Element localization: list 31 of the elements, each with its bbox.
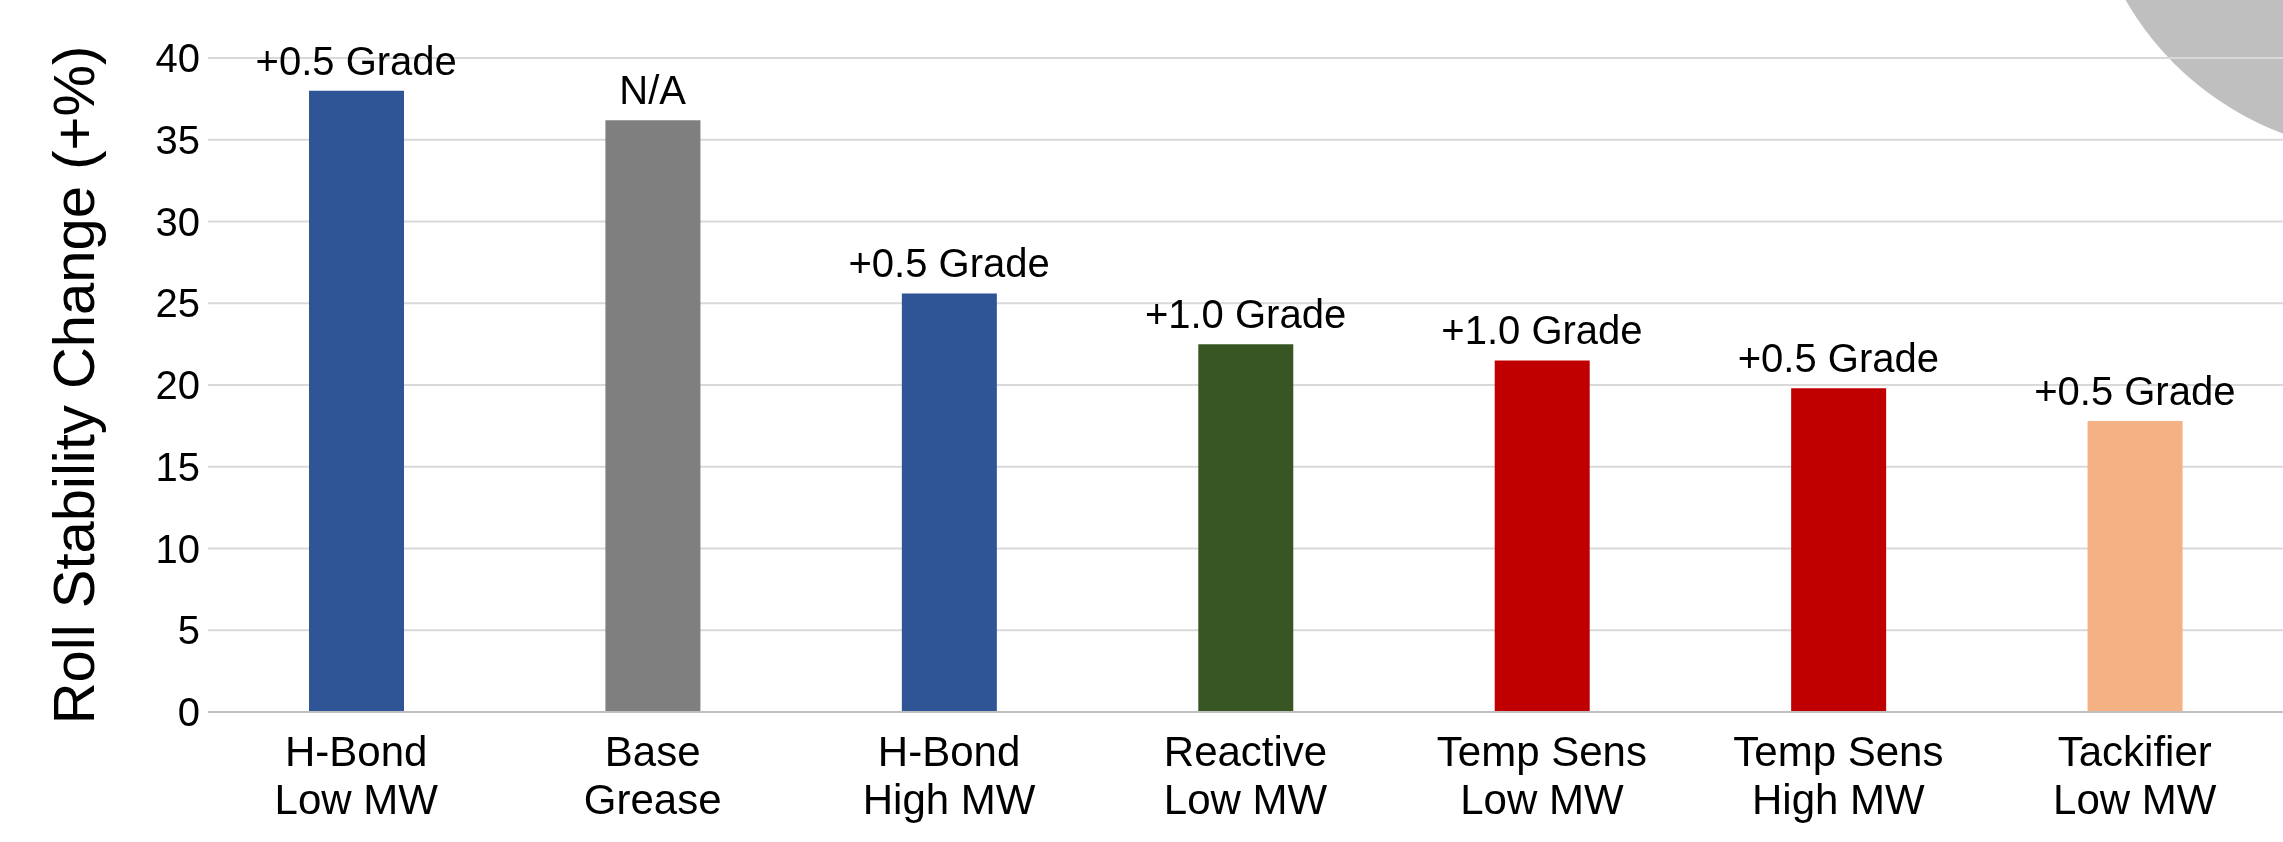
- bar: [901, 293, 997, 712]
- y-axis-title: Roll Stability Change (+%): [40, 45, 106, 725]
- bar: [309, 90, 404, 712]
- x-tick-label: Base Grease: [583, 727, 722, 824]
- x-tick-label: Temp Sens High MW: [1733, 727, 1944, 824]
- annotation: +0.5 Grade: [2034, 368, 2236, 413]
- annotation: +0.5 Grade: [1737, 336, 1939, 381]
- x-tick-label: H-Bond High MW: [862, 727, 1036, 824]
- bar: [2087, 420, 2183, 712]
- bar: [1198, 344, 1294, 712]
- x-tick-label: Reactive Low MW: [1163, 727, 1328, 824]
- annotation: +0.5 Grade: [848, 241, 1050, 286]
- bar: [1791, 388, 1887, 712]
- bar: [1494, 360, 1590, 712]
- y-tick-label: 20: [155, 363, 200, 408]
- annotation: +0.5 Grade: [255, 38, 457, 83]
- y-tick-label: 5: [177, 608, 200, 653]
- y-tick-label: 40: [155, 36, 200, 81]
- annotation: N/A: [619, 68, 687, 113]
- y-tick-label: 35: [155, 117, 200, 162]
- x-tick-label: Temp Sens Low MW: [1436, 727, 1647, 824]
- y-tick-label: 25: [155, 281, 200, 326]
- annotation: +1.0 Grade: [1441, 308, 1643, 353]
- x-tick-label: Tackifier Low MW: [2053, 727, 2217, 824]
- y-tick-label: 0: [177, 690, 200, 735]
- bar: [605, 120, 701, 712]
- y-tick-label: 15: [155, 444, 200, 489]
- annotation: +1.0 Grade: [1144, 292, 1347, 337]
- y-tick-label: 30: [155, 199, 200, 244]
- y-tick-label: 10: [155, 526, 200, 571]
- x-tick-label: H-Bond Low MW: [274, 727, 439, 824]
